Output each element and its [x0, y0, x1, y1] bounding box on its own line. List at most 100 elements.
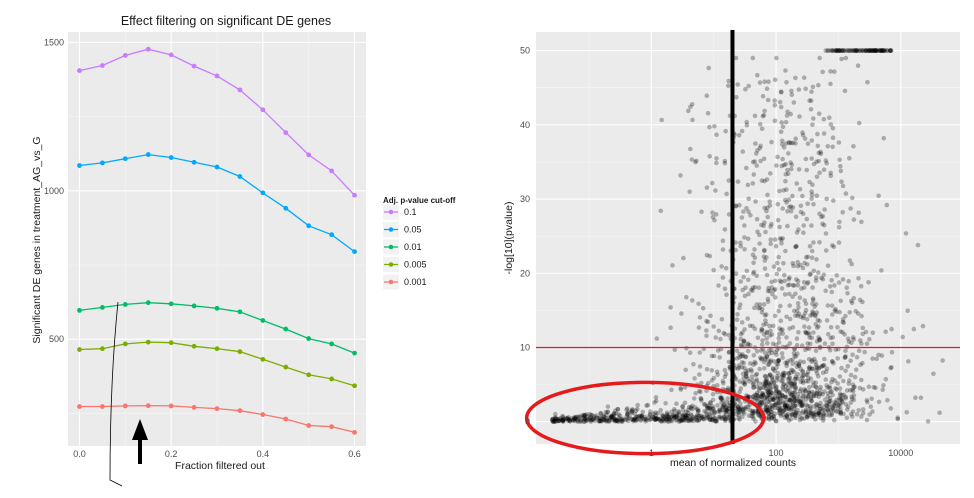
scatter-point — [809, 335, 815, 341]
legend-key-point — [388, 227, 394, 232]
scatter-point — [625, 418, 631, 424]
scatter-point — [798, 403, 803, 408]
scatter-point — [881, 383, 886, 388]
scatter-point — [676, 409, 681, 414]
scatter-point — [851, 337, 856, 342]
scatter-point — [791, 350, 797, 356]
scatter-point — [853, 48, 858, 53]
scatter-point — [711, 406, 716, 411]
scatter-point — [794, 181, 799, 186]
scatter-point — [816, 82, 821, 88]
scatter-point — [609, 415, 614, 421]
scatter-point — [752, 359, 757, 365]
scatter-point — [741, 339, 746, 344]
scatter-point — [589, 412, 595, 418]
scatter-point — [814, 401, 819, 407]
scatter-point — [848, 48, 853, 53]
scatter-point — [743, 86, 748, 92]
scatter-point — [556, 418, 562, 424]
scatter-point — [709, 416, 715, 422]
scatter-point — [805, 415, 810, 420]
scatter-point — [811, 404, 816, 409]
scatter-point — [852, 384, 857, 390]
scatter-point — [806, 379, 811, 384]
scatter-point — [746, 196, 751, 202]
scatter-point — [836, 409, 841, 415]
legend-title: Adj. p-value cut-off — [383, 196, 456, 205]
scatter-point — [564, 416, 569, 422]
scatter-point — [774, 388, 779, 393]
scatter-point — [612, 416, 617, 422]
scatter-point — [714, 418, 719, 424]
scatter-point — [745, 316, 750, 321]
scatter-point — [552, 418, 558, 424]
scatter-point — [788, 204, 794, 209]
scatter-point — [828, 48, 833, 53]
scatter-point — [801, 373, 806, 378]
scatter-point — [560, 418, 566, 424]
scatter-point — [852, 48, 858, 53]
scatter-point — [784, 363, 789, 369]
scatter-point — [598, 411, 603, 416]
scatter-point — [585, 418, 590, 423]
scatter-point — [805, 372, 810, 377]
scatter-point — [781, 372, 786, 378]
scatter-point — [807, 384, 812, 390]
scatter-point — [655, 416, 660, 421]
series-point-0.005 — [352, 383, 357, 389]
scatter-point — [839, 393, 845, 398]
scatter-point — [754, 302, 759, 307]
scatter-point — [786, 370, 791, 376]
scatter-point — [763, 381, 769, 387]
scatter-point — [806, 325, 812, 330]
scatter-point — [683, 409, 689, 415]
scatter-point — [767, 199, 772, 204]
scatter-point — [655, 411, 661, 416]
scatter-point — [668, 305, 673, 310]
scatter-point — [796, 363, 802, 368]
scatter-point — [843, 348, 848, 354]
left-x-tick-label: 0.4 — [257, 449, 270, 459]
scatter-point — [814, 371, 820, 376]
scatter-point — [761, 156, 767, 162]
scatter-point — [601, 416, 606, 422]
scatter-point — [722, 402, 727, 407]
scatter-point — [658, 416, 663, 422]
scatter-point — [693, 391, 698, 396]
scatter-point — [790, 368, 796, 373]
scatter-point — [787, 397, 793, 403]
scatter-point — [735, 409, 741, 414]
scatter-point — [815, 143, 821, 149]
scatter-point — [704, 403, 710, 409]
scatter-point — [764, 379, 769, 385]
scatter-point — [871, 48, 877, 53]
scatter-point — [766, 79, 771, 84]
scatter-point — [816, 394, 822, 400]
scatter-point — [785, 411, 790, 417]
scatter-point — [764, 330, 769, 336]
scatter-point — [800, 132, 806, 138]
scatter-point — [737, 355, 742, 360]
scatter-point — [742, 327, 747, 332]
scatter-point — [712, 418, 718, 424]
scatter-point — [811, 240, 816, 245]
scatter-point — [679, 417, 684, 423]
scatter-point — [856, 120, 862, 126]
scatter-point — [772, 118, 778, 124]
scatter-point — [635, 402, 640, 408]
scatter-point — [823, 377, 829, 382]
scatter-point — [839, 56, 844, 62]
scatter-point — [770, 396, 775, 402]
scatter-point — [852, 374, 858, 380]
scatter-point — [629, 417, 635, 422]
scatter-point — [763, 374, 768, 380]
scatter-point — [872, 48, 878, 53]
scatter-point — [799, 402, 804, 408]
scatter-point — [767, 406, 773, 411]
scatter-point — [748, 213, 753, 218]
scatter-point — [726, 332, 732, 338]
scatter-point — [710, 404, 715, 409]
scatter-point — [879, 48, 884, 53]
scatter-point — [783, 407, 789, 412]
scatter-point — [575, 414, 580, 420]
